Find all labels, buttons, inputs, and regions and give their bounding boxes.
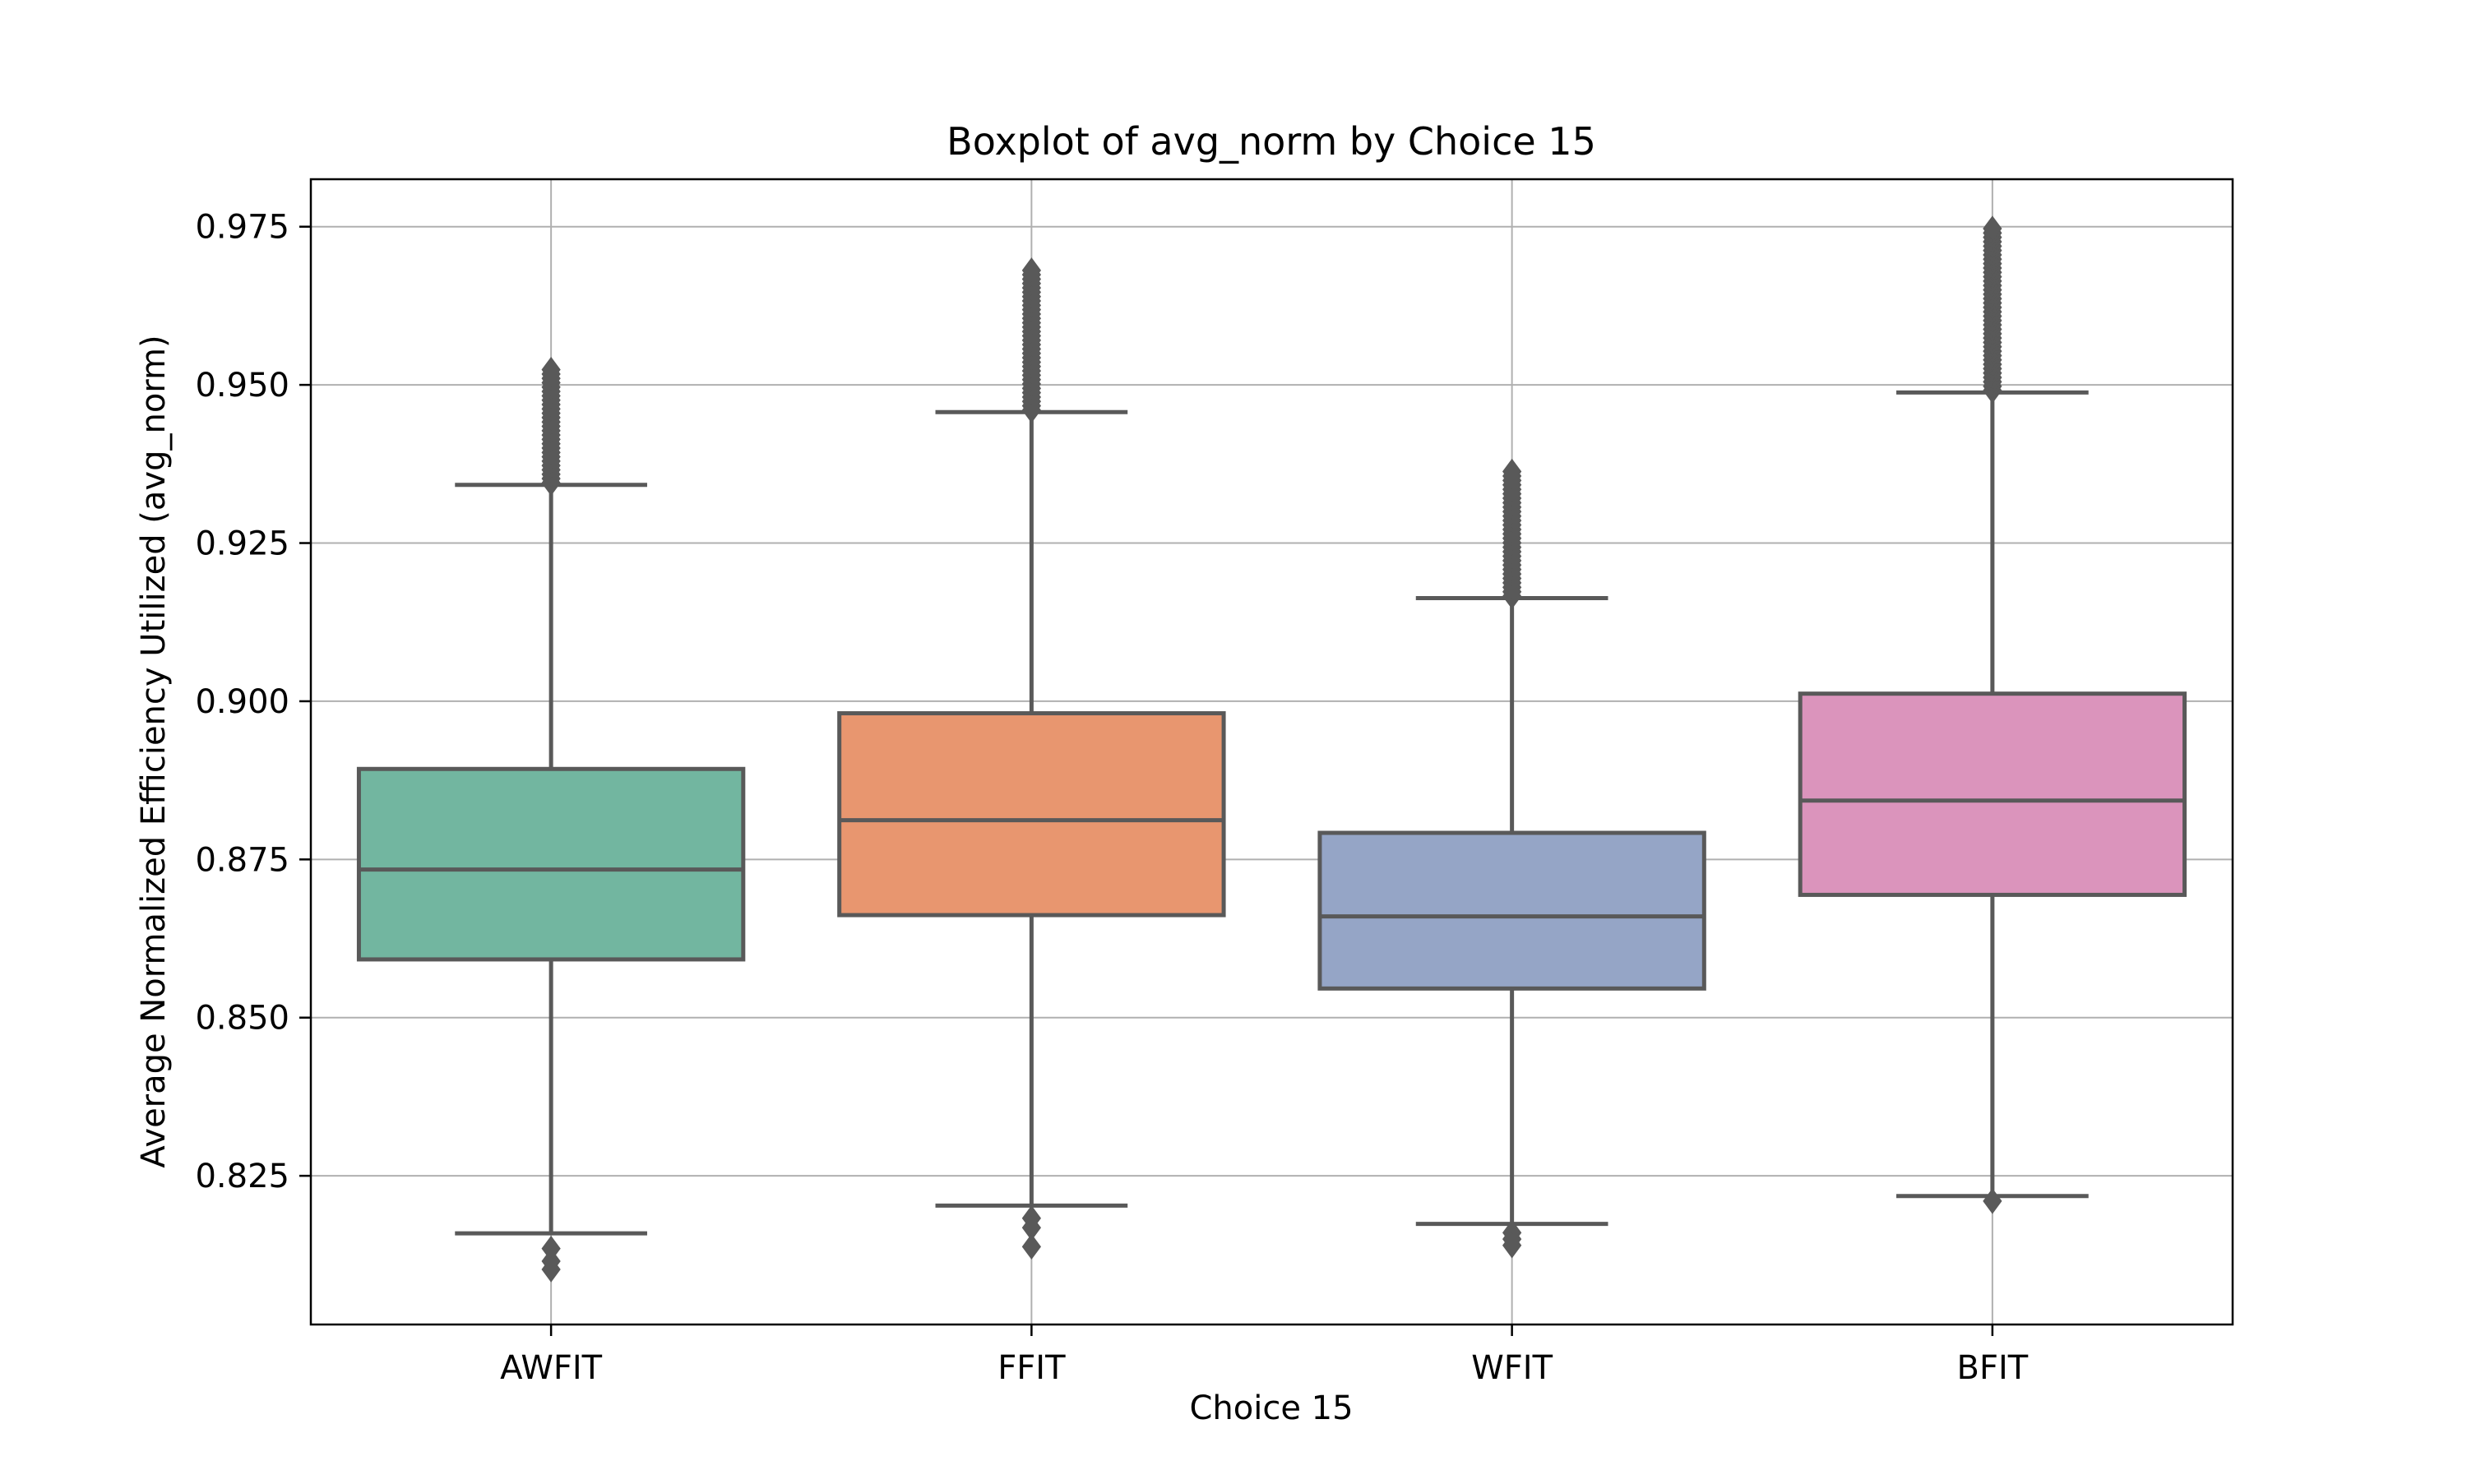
outlier-point xyxy=(1983,1188,2002,1214)
x-tick-label: AWFIT xyxy=(500,1349,603,1387)
y-tick-label: 0.925 xyxy=(195,525,289,563)
outliers xyxy=(1021,257,1041,1260)
x-tick-label: BFIT xyxy=(1957,1349,2029,1387)
box-group-wfit xyxy=(1317,458,1706,1259)
box-iqr xyxy=(356,766,746,962)
y-tick-label: 0.900 xyxy=(195,683,289,721)
outlier-point xyxy=(1983,215,2002,242)
outliers xyxy=(1502,458,1522,1259)
box-group-ffit xyxy=(837,257,1226,1260)
x-tick-label: FFIT xyxy=(997,1349,1066,1387)
plot-frame xyxy=(309,178,2234,1326)
box-group-awfit xyxy=(356,356,746,1283)
box-iqr xyxy=(1317,830,1706,991)
outliers xyxy=(541,356,561,1283)
y-tick-label: 0.875 xyxy=(195,841,289,879)
y-tick-label: 0.975 xyxy=(195,209,289,247)
axis-layer: 0.825 0.850 0.875 0.900 0.925 0.950 0.975 AWFIT… xyxy=(195,209,2028,1387)
y-tick-label: 0.850 xyxy=(195,1000,289,1038)
box-layer xyxy=(356,215,2187,1283)
outlier-point xyxy=(1502,1232,1522,1259)
y-axis-label: Average Normalized Efficiency Utilized (… xyxy=(135,335,173,1167)
box-group-bfit xyxy=(1798,215,2187,1214)
outlier-point xyxy=(1021,257,1041,284)
outlier-point xyxy=(541,356,561,383)
x-tick-label: WFIT xyxy=(1471,1349,1553,1387)
chart-title: Boxplot of avg_norm by Choice 15 xyxy=(947,119,1596,164)
y-tick-label: 0.825 xyxy=(195,1158,289,1195)
box-iqr xyxy=(1798,691,2187,897)
y-tick-label: 0.950 xyxy=(195,367,289,405)
x-axis-label: Choice 15 xyxy=(1189,1389,1353,1427)
box-iqr xyxy=(837,711,1226,918)
outliers xyxy=(1983,215,2002,1214)
outlier-point xyxy=(1502,458,1522,485)
outlier-point xyxy=(1021,1233,1041,1260)
outlier-point xyxy=(541,1256,561,1283)
